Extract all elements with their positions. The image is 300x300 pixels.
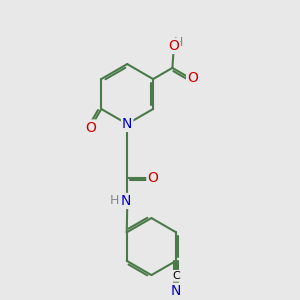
Text: H: H bbox=[173, 36, 183, 49]
Text: O: O bbox=[147, 171, 158, 185]
Text: N: N bbox=[122, 117, 132, 131]
Text: N: N bbox=[121, 194, 131, 208]
Text: H: H bbox=[110, 194, 119, 207]
Text: O: O bbox=[168, 39, 179, 53]
Text: N: N bbox=[171, 284, 181, 298]
Text: C: C bbox=[172, 271, 180, 281]
Text: O: O bbox=[187, 71, 198, 85]
Text: O: O bbox=[85, 121, 96, 134]
